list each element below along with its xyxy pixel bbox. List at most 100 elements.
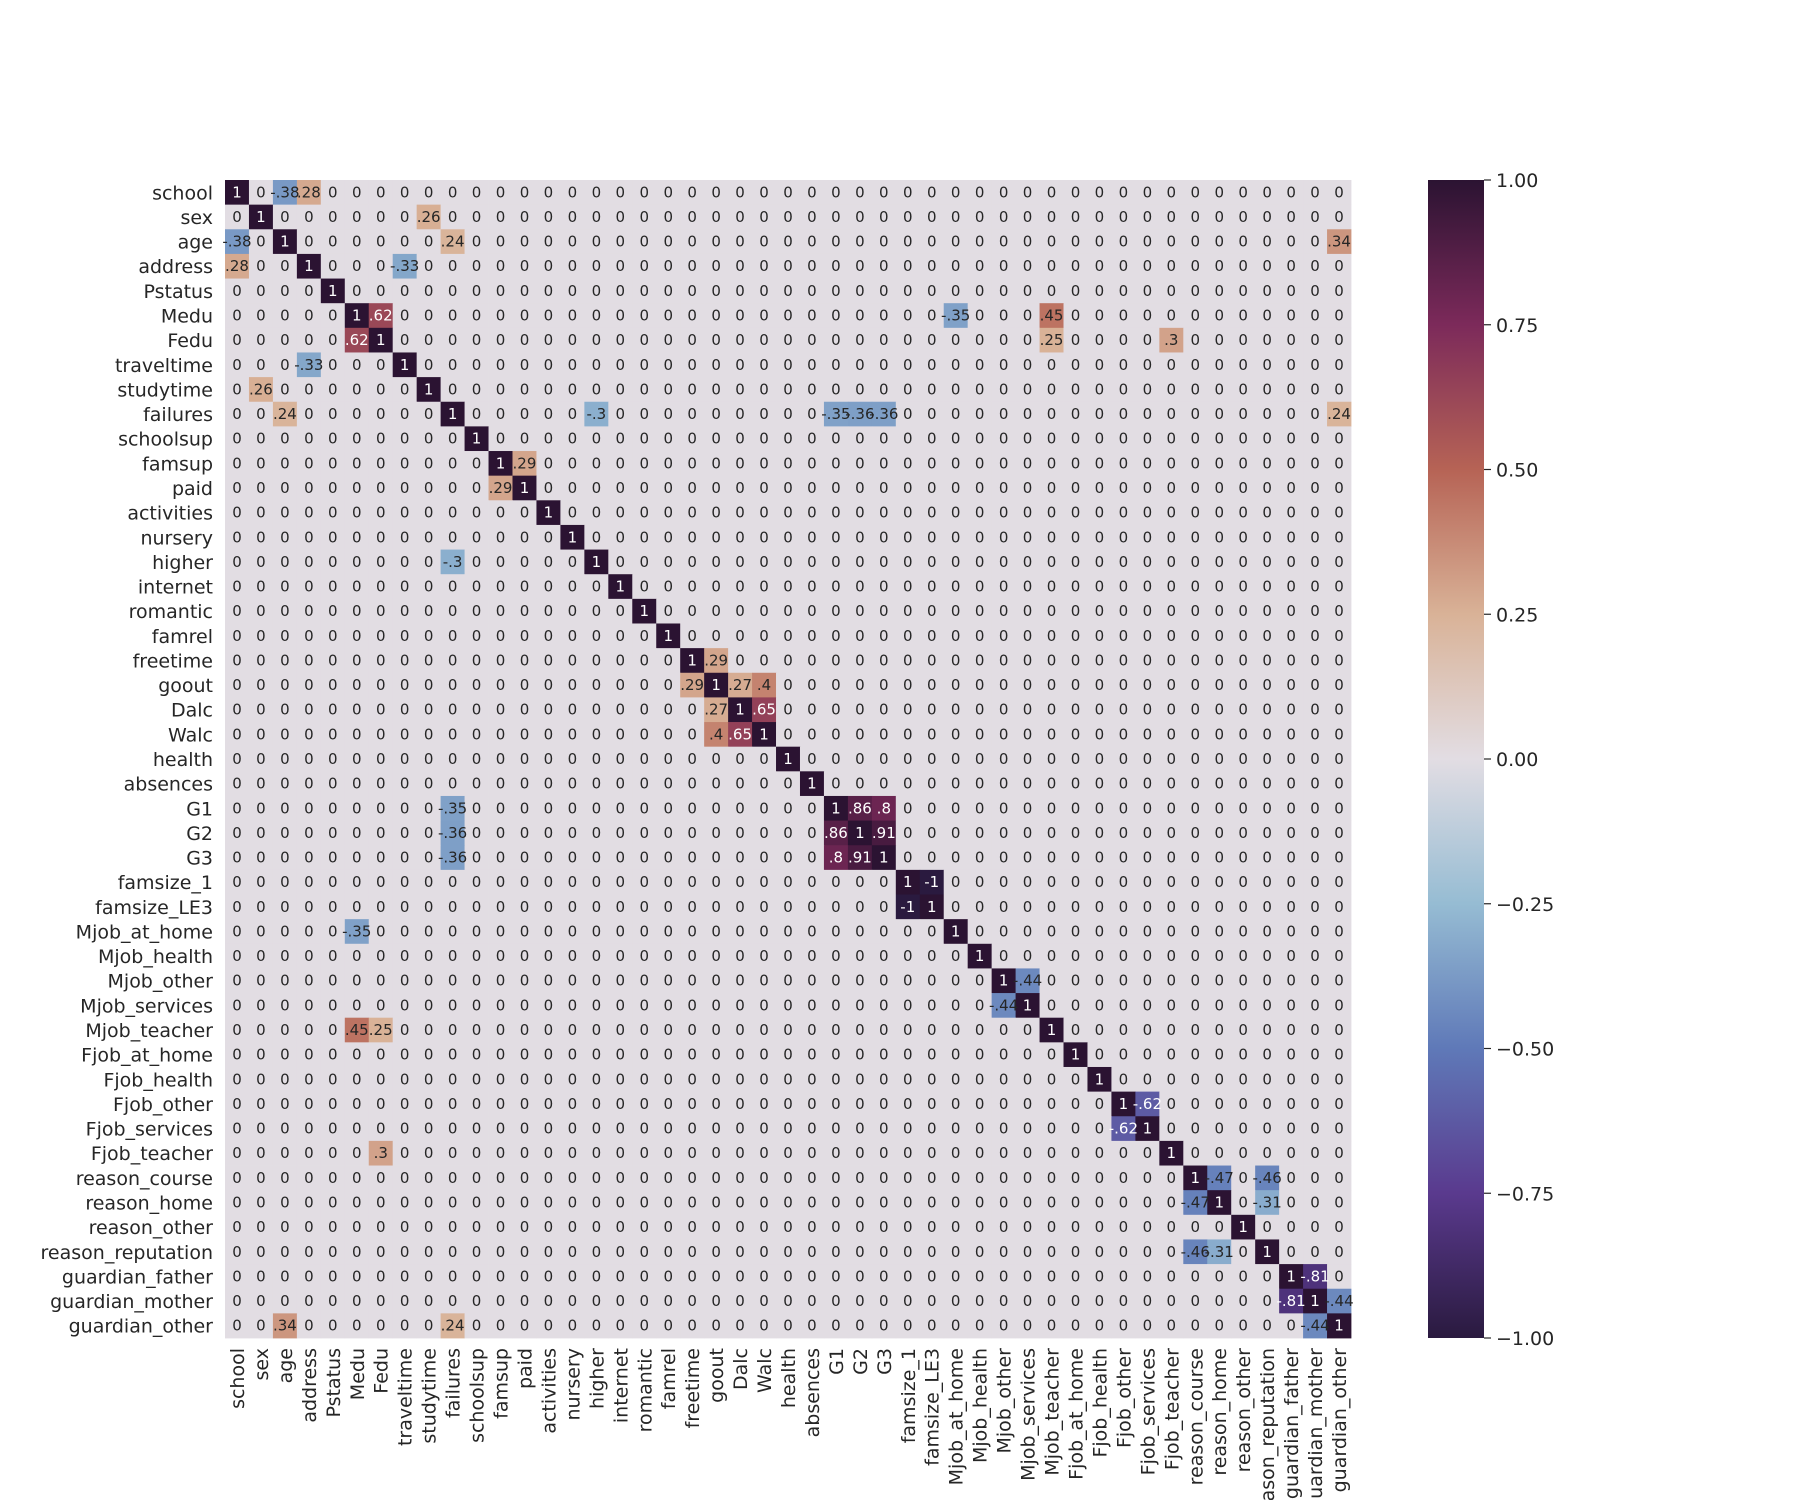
cell-value-label: -.44 (1300, 1317, 1329, 1335)
cell-value-label: 0 (1119, 701, 1129, 719)
cell-value-label: 0 (280, 331, 290, 349)
cell-value-label: 0 (520, 307, 530, 325)
heatmap-cell (632, 303, 657, 329)
cell-value-label: 0 (472, 602, 482, 620)
cell-value-label: 0 (352, 553, 362, 571)
cell-value-label: 0 (951, 1120, 961, 1138)
cell-value-label: 0 (520, 922, 530, 940)
cell-value-label: 0 (472, 922, 482, 940)
cell-value-label: 0 (496, 380, 506, 398)
cell-value-label: 0 (400, 1144, 410, 1162)
cell-value-label: 0 (1214, 1021, 1224, 1039)
cell-value-label: 0 (1191, 504, 1201, 522)
heatmap-cell (1279, 253, 1304, 279)
cell-value-label: 0 (1286, 651, 1296, 669)
cell-value-label: 0 (1238, 257, 1248, 275)
cell-value-label: 0 (424, 1021, 434, 1039)
cell-value-label: 1 (879, 849, 889, 867)
heatmap-cell (464, 303, 489, 329)
cell-value-label: 0 (304, 578, 314, 596)
row-tick-label: Pstatus (143, 281, 213, 303)
cell-value-label: 0 (1310, 602, 1320, 620)
cell-value-label: 0 (616, 725, 626, 743)
cell-value-label: 0 (687, 1292, 697, 1310)
heatmap-cell (1159, 229, 1184, 255)
cell-value-label: 0 (400, 651, 410, 669)
cell-value-label: 0 (999, 898, 1009, 916)
cell-value-label: 0 (927, 1169, 937, 1187)
cell-value-label: 0 (1262, 331, 1272, 349)
column-tick-label: G2 (850, 1348, 872, 1375)
cell-value-label: 0 (448, 922, 458, 940)
cell-value-label: 0 (256, 1095, 266, 1113)
cell-value-label: 0 (879, 775, 889, 793)
cell-value-label: 1 (1191, 1169, 1201, 1187)
cell-value-label: 0 (975, 257, 985, 275)
cell-value-label: 0 (1119, 725, 1129, 743)
cell-value-label: 0 (1262, 849, 1272, 867)
heatmap-cell (225, 180, 250, 206)
cell-value-label: 0 (304, 824, 314, 842)
heatmap-cell (320, 278, 346, 304)
cell-value-label: 0 (376, 701, 386, 719)
cell-value-label: 0 (1095, 257, 1105, 275)
cell-value-label: 0 (927, 849, 937, 867)
cell-value-label: 0 (783, 1317, 793, 1335)
cell-value-label: 0 (1238, 873, 1248, 891)
cell-value-label: 0 (304, 454, 314, 472)
cell-value-label: 0 (616, 676, 626, 694)
cell-value-label: 0 (1071, 651, 1081, 669)
heatmap-cell (1039, 229, 1064, 255)
cell-value-label: 0 (1167, 504, 1177, 522)
cell-value-label: 0 (687, 208, 697, 226)
cell-value-label: 0 (879, 454, 889, 472)
heatmap-cell (871, 278, 897, 304)
cell-value-label: 0 (616, 454, 626, 472)
cell-value-label: 0 (711, 1070, 721, 1088)
cell-value-label: 0 (568, 972, 578, 990)
cell-value-label: 0 (711, 208, 721, 226)
cell-value-label: 0 (663, 947, 673, 965)
cell-value-label: 0 (1071, 873, 1081, 891)
heatmap-cell (1087, 229, 1112, 255)
cell-value-label: 0 (975, 1095, 985, 1113)
heatmap-cell (943, 253, 969, 279)
cell-value-label: 0 (663, 1218, 673, 1236)
cell-value-label: 0 (639, 799, 649, 817)
cell-value-label: 0 (1071, 208, 1081, 226)
cell-value-label: 0 (855, 282, 865, 300)
heatmap-cell (536, 253, 561, 279)
heatmap-cell (440, 204, 465, 230)
cell-value-label: 0 (304, 504, 314, 522)
cell-value-label: 0 (232, 799, 242, 817)
cell-value-label: 0 (1143, 282, 1153, 300)
cell-value-label: 0 (831, 282, 841, 300)
cell-value-label: 0 (520, 356, 530, 374)
cell-value-label: 0 (400, 183, 410, 201)
cell-value-label: 0 (1334, 380, 1344, 398)
cell-value-label: 0 (1334, 430, 1344, 448)
cell-value-label: 0 (735, 454, 745, 472)
heatmap-cell (416, 303, 442, 329)
cell-value-label: 0 (639, 996, 649, 1014)
cell-value-label: 0 (999, 430, 1009, 448)
cell-value-label: 0 (424, 257, 434, 275)
cell-value-label: 0 (1095, 1292, 1105, 1310)
heatmap-cell (1015, 253, 1040, 279)
cell-value-label: 0 (1310, 849, 1320, 867)
heatmap-cell (296, 229, 322, 255)
cell-value-label: 0 (1047, 1218, 1057, 1236)
cell-value-label: 0 (1191, 1267, 1201, 1285)
cell-value-label: 0 (879, 701, 889, 719)
cell-value-label: 0 (879, 1317, 889, 1335)
cell-value-label: 0 (711, 972, 721, 990)
cell-value-label: 0 (1262, 676, 1272, 694)
cell-value-label: 0 (663, 701, 673, 719)
cell-value-label: 0 (927, 307, 937, 325)
cell-value-label: 0 (232, 331, 242, 349)
cell-value-label: 0 (496, 824, 506, 842)
cell-value-label: 0 (1334, 1095, 1344, 1113)
cell-value-label: 0 (304, 799, 314, 817)
cell-value-label: 0 (352, 208, 362, 226)
cell-value-label: 0 (448, 257, 458, 275)
